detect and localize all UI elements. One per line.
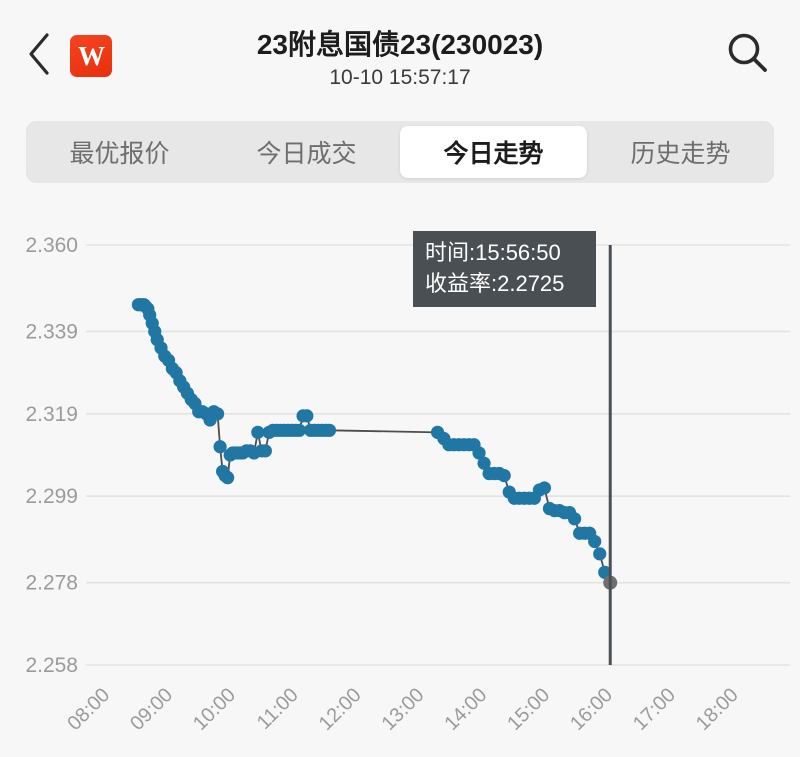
x-axis-tick-label: 15:00 [503,684,554,735]
x-axis-tick-label: 11:00 [253,684,303,734]
page-timestamp: 10-10 15:57:17 [329,66,471,89]
data-point [472,446,486,460]
y-axis-tick-label: 2.339 [25,320,78,343]
tab-bar: 最优报价 今日成交 今日走势 历史走势 [26,121,774,183]
chart-area[interactable]: 2.360 2.339 2.319 2.299 2.278 2.258 08:00 09:0… [0,196,800,757]
search-icon [728,33,767,72]
wind-logo-icon: W [70,35,112,77]
data-point [292,423,306,437]
x-axis-tick-label: 16:00 [566,684,617,735]
yield-series [131,298,618,590]
data-point [210,407,225,421]
x-axis-tick-label: 12:00 [315,684,366,735]
x-axis-tick-label: 17:00 [629,684,680,735]
page-title: 23附息国债23(230023) [256,29,544,60]
data-point [213,440,227,454]
x-axis-tick-label: 08:00 [63,684,114,735]
app-header: W 23附息国债23(230023) 10-10 15:57:17 [0,0,800,110]
tab-best-quote[interactable]: 最优报价 [69,140,170,168]
tooltip-time: 时间:15:56:50 [425,240,561,265]
chevron-left-icon [29,33,49,75]
x-axis-tick-label: 09:00 [126,684,177,735]
series-line [138,303,612,584]
data-point [593,547,607,561]
x-axis-tick-label: 18:00 [692,684,743,735]
data-point [537,481,552,495]
tab-today-trend[interactable]: 今日走势 [400,126,587,178]
yield-trend-chart[interactable]: 2.360 2.339 2.319 2.299 2.278 2.258 08:00 09:0… [0,196,800,757]
data-point [567,512,582,526]
y-axis-tick-label: 2.258 [25,654,78,677]
x-axis-tick-label: 10:00 [189,684,240,735]
y-axis-tick-label: 2.319 [25,403,78,426]
data-point [477,456,491,470]
y-axis-labels: 2.360 2.339 2.319 2.299 2.278 2.258 [25,234,78,677]
data-point [598,565,612,579]
x-axis-tick-label: 14:00 [440,684,491,735]
chart-tooltip: 时间:15:56:50 收益率:2.2725 [413,231,596,307]
data-point [322,423,337,437]
tab-history-trend[interactable]: 历史走势 [630,140,731,168]
tab-today-trades[interactable]: 今日成交 [256,140,357,168]
data-point [258,444,272,458]
y-axis-tick-label: 2.299 [25,485,78,508]
data-point [251,425,265,439]
tooltip-yield: 收益率:2.2725 [425,271,565,296]
y-axis-tick-label: 2.360 [25,234,78,257]
data-point [221,471,235,485]
back-button[interactable] [26,32,52,76]
data-point [588,534,602,549]
chart-gridlines [86,244,790,666]
data-point [300,409,314,423]
data-point [497,468,511,483]
x-axis-tick-label: 13:00 [378,684,429,735]
search-button[interactable] [724,30,772,78]
y-axis-tick-label: 2.278 [25,572,78,595]
x-axis-labels: 08:00 09:00 10:00 11:00 12:00 13:00 14:00 15:00… [63,684,742,735]
